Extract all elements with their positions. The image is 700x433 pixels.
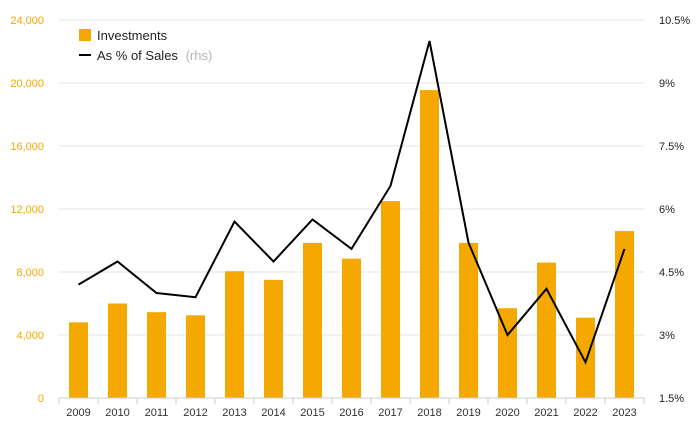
legend-label-sales-pct-suffix: (rhs) xyxy=(186,48,213,63)
right-tick-label: 4.5% xyxy=(659,267,684,279)
legend-label-sales-pct-main: As % of Sales xyxy=(97,48,178,63)
bar-2023 xyxy=(615,231,634,398)
x-tick-label: 2019 xyxy=(456,407,480,419)
x-tick-label: 2016 xyxy=(339,407,363,419)
right-tick-label: 7.5% xyxy=(659,141,684,153)
right-axis-ticks: 1.5% 3% 4.5% 6% 7.5% 9% 10.5% xyxy=(659,15,690,405)
right-tick-label: 1.5% xyxy=(659,393,684,405)
right-tick-label: 3% xyxy=(659,330,675,342)
x-tick-label: 2009 xyxy=(66,407,90,419)
x-tick-label: 2021 xyxy=(534,407,558,419)
left-tick-label: 4,000 xyxy=(16,330,44,342)
bar-2009 xyxy=(69,322,88,398)
right-tick-label: 6% xyxy=(659,204,675,216)
legend-label-investments: Investments xyxy=(97,28,168,43)
left-axis-ticks: 0 4,000 8,000 12,000 16,000 20,000 24,000 xyxy=(10,15,44,405)
x-tick-label: 2017 xyxy=(378,407,402,419)
right-tick-label: 9% xyxy=(659,78,675,90)
x-tick-label: 2018 xyxy=(417,407,441,419)
left-tick-label: 20,000 xyxy=(10,78,44,90)
x-tick-label: 2011 xyxy=(145,407,169,419)
left-tick-label: 16,000 xyxy=(10,141,44,153)
bar-2017 xyxy=(381,201,400,398)
x-tick-label: 2020 xyxy=(495,407,519,419)
legend: Investments As % of Sales (rhs) xyxy=(79,28,212,63)
legend-swatch-investments xyxy=(79,29,91,41)
x-tick-label: 2022 xyxy=(573,407,597,419)
bar-2013 xyxy=(225,271,244,398)
bar-2016 xyxy=(342,258,361,398)
x-tick-label: 2012 xyxy=(183,407,207,419)
investment-bars xyxy=(69,90,634,399)
right-tick-label: 10.5% xyxy=(659,15,690,27)
x-tick-label: 2013 xyxy=(222,407,246,419)
bar-2012 xyxy=(186,315,205,398)
bar-2019 xyxy=(459,242,478,398)
bar-2018 xyxy=(420,90,439,399)
x-tick-label: 2014 xyxy=(261,407,285,419)
x-tick-label: 2015 xyxy=(300,407,324,419)
bar-2011 xyxy=(147,312,166,398)
legend-label-sales-pct: As % of Sales (rhs) xyxy=(97,48,212,63)
x-tick-label: 2023 xyxy=(612,407,636,419)
x-tick-label: 2010 xyxy=(105,407,129,419)
bar-2014 xyxy=(264,279,283,398)
left-tick-label: 0 xyxy=(38,393,44,405)
left-tick-label: 24,000 xyxy=(10,15,44,27)
bar-2015 xyxy=(303,242,322,398)
x-axis xyxy=(58,397,645,404)
bar-2010 xyxy=(108,303,127,398)
bar-2022 xyxy=(576,317,595,398)
left-tick-label: 8,000 xyxy=(16,267,44,279)
sales-pct-line xyxy=(77,40,626,365)
bar-2021 xyxy=(537,262,556,398)
left-tick-label: 12,000 xyxy=(10,204,44,216)
x-axis-ticks: 2009 2010 2011 2012 2013 2014 2015 2016 2017 2018… xyxy=(66,407,636,419)
